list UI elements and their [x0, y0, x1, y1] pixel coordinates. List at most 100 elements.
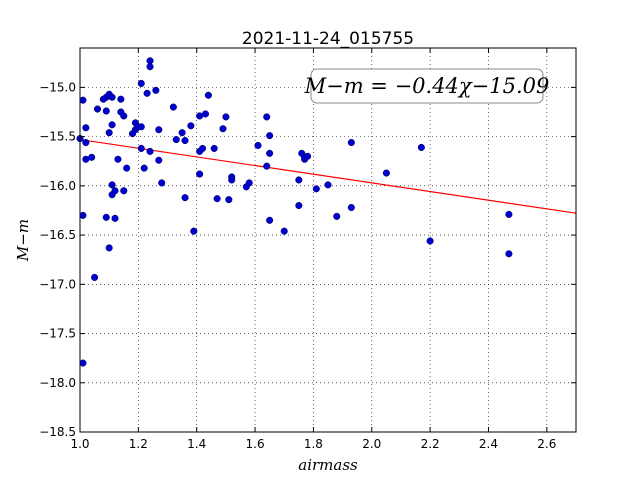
annotation-box — [310, 68, 544, 104]
x-tick-label: 1.0 — [70, 437, 89, 451]
data-point — [152, 86, 160, 94]
data-point — [222, 113, 230, 121]
data-point — [120, 112, 128, 120]
y-tick-label: −16.5 — [39, 228, 76, 242]
data-point — [266, 132, 274, 140]
data-point — [324, 181, 332, 189]
x-tick-label: 1.6 — [246, 437, 265, 451]
data-point — [295, 201, 303, 210]
plot-frame — [79, 47, 577, 433]
data-point — [105, 244, 113, 252]
x-tick-label: 1.8 — [304, 437, 323, 451]
data-point — [120, 187, 128, 195]
chart-title: 2021-11-24_015755 — [242, 29, 414, 49]
data-point — [505, 250, 513, 258]
fit-line — [79, 138, 577, 214]
data-point — [245, 179, 253, 187]
data-point — [79, 96, 87, 104]
data-point — [213, 195, 221, 203]
y-tick-label: −15.5 — [39, 130, 76, 144]
data-point — [82, 138, 90, 147]
data-point — [210, 144, 218, 152]
data-point — [187, 122, 195, 130]
data-point — [181, 137, 189, 145]
data-point — [333, 212, 341, 220]
data-point — [304, 152, 312, 160]
data-point — [263, 113, 271, 121]
data-point — [137, 144, 145, 152]
x-tick-label: 2.0 — [362, 437, 381, 451]
data-point — [79, 211, 87, 219]
data-point — [108, 121, 116, 129]
data-point — [219, 125, 227, 133]
y-tick-label: −17.5 — [39, 327, 76, 341]
data-point — [178, 129, 186, 137]
data-point — [347, 138, 355, 147]
y-tick-label: −17.0 — [39, 277, 76, 291]
data-point — [105, 129, 113, 137]
data-point — [426, 237, 434, 245]
data-point — [146, 147, 154, 155]
x-tick-labels: 1.0 1.2 1.4 1.6 1.8 2.0 2.2 2.4 2.6 — [70, 437, 556, 451]
y-tick-labels: −18.5 −18.0 −17.5 −17.0 −16.5 −16.0 −15.5 −15.0 — [39, 80, 76, 439]
data-point — [111, 214, 119, 222]
y-tick-label: −18.5 — [39, 425, 76, 439]
data-point — [347, 203, 355, 212]
data-point — [266, 149, 274, 157]
data-point — [312, 185, 320, 193]
y-tick-label: −18.0 — [39, 376, 76, 390]
data-point — [143, 89, 151, 97]
data-point — [266, 216, 274, 224]
data-point — [123, 164, 131, 172]
x-tick-label: 1.4 — [187, 437, 206, 451]
x-tick-label: 1.2 — [129, 437, 148, 451]
data-point — [505, 210, 513, 218]
axis-ticks — [79, 48, 576, 433]
data-point — [82, 124, 90, 132]
data-point — [225, 196, 233, 204]
data-point — [137, 79, 145, 87]
data-points — [76, 57, 513, 367]
data-point — [79, 359, 87, 367]
data-point — [88, 153, 96, 161]
data-point — [108, 181, 116, 189]
data-point — [155, 156, 163, 164]
data-point — [137, 123, 145, 131]
x-tick-label: 2.6 — [537, 437, 556, 451]
y-axis-label: M−m — [14, 219, 32, 262]
data-point — [102, 107, 110, 115]
data-point — [155, 126, 163, 134]
data-point — [108, 93, 116, 101]
data-point — [295, 176, 303, 184]
y-tick-label: −16.0 — [39, 179, 76, 193]
data-point — [181, 194, 189, 202]
data-point — [117, 95, 125, 103]
data-point — [114, 155, 122, 163]
data-point — [254, 141, 262, 150]
data-point — [169, 103, 177, 111]
data-point — [146, 63, 154, 71]
data-point — [280, 227, 288, 235]
x-axis-label: airmass — [298, 456, 358, 474]
data-point — [198, 144, 207, 152]
data-point — [382, 169, 390, 177]
y-tick-label: −15.0 — [39, 80, 76, 94]
data-point — [196, 170, 204, 178]
data-point — [228, 176, 236, 184]
data-point — [146, 57, 154, 65]
data-point — [417, 143, 425, 151]
fit-equation-annotation: M−m = −0.44χ−15.09 — [304, 74, 550, 98]
data-point — [140, 164, 148, 172]
data-point — [190, 227, 198, 235]
data-point — [172, 136, 180, 144]
data-point — [93, 105, 102, 113]
x-tick-label: 2.4 — [479, 437, 498, 451]
data-point — [201, 110, 210, 118]
data-point — [111, 187, 119, 195]
fit-line-group — [79, 138, 577, 214]
x-tick-label: 2.2 — [421, 437, 440, 451]
data-point — [263, 162, 271, 170]
data-point — [91, 273, 99, 281]
data-point — [158, 179, 166, 187]
